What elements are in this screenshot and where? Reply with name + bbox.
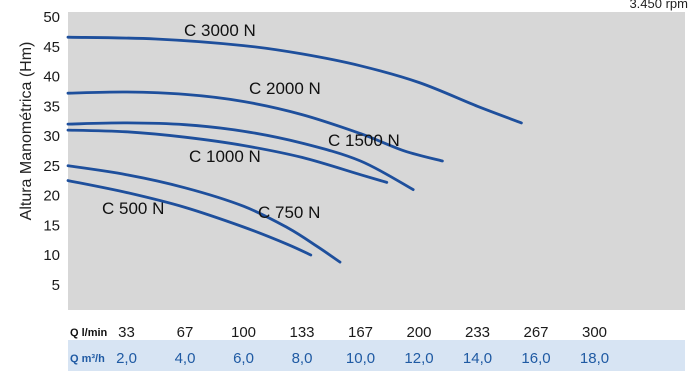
x-tick-lmin: 233 [465,324,490,341]
x-tick-m3h: 6,0 [233,350,254,367]
y-tick-label: 15 [43,217,60,234]
curve-label-c-3000-n: C 3000 N [184,21,256,40]
curve-c-2000-n [66,90,444,163]
y-axis-ticks: 5 10 15 20 25 30 35 40 45 50 [43,9,60,294]
x-tick-lmin: 167 [348,324,373,341]
y-tick-label: 45 [43,39,60,56]
curve-c-1500-n [66,121,415,191]
x-tick-lmin: 100 [231,324,256,341]
x-axis-m3h-label: Q m³/h [70,353,105,365]
x-tick-lmin: 300 [582,324,607,341]
curve-c-750-n [66,164,342,264]
x-tick-m3h: 12,0 [404,350,433,367]
curve-label-c-2000-n: C 2000 N [249,79,321,98]
x-ticks-lmin: 33 67 100 133 167 200 233 267 300 [118,324,607,341]
y-tick-label: 50 [43,9,60,26]
curve-c-500-n [66,179,313,257]
curve-label-c-500-n: C 500 N [102,199,164,218]
y-tick-label: 25 [43,158,60,175]
x-tick-m3h: 18,0 [580,350,609,367]
pump-curves [66,35,523,264]
curve-label-c-750-n: C 750 N [258,203,320,222]
x-tick-m3h: 8,0 [292,350,313,367]
x-tick-m3h: 2,0 [116,350,137,367]
x-tick-m3h: 16,0 [521,350,550,367]
m3h-row-background [68,340,685,371]
x-tick-lmin: 133 [289,324,314,341]
x-axis-lmin-label: Q l/min [70,327,108,339]
x-tick-m3h: 10,0 [346,350,375,367]
x-tick-m3h: 14,0 [463,350,492,367]
y-tick-label: 40 [43,69,60,86]
curve-label-c-1500-n: C 1500 N [328,131,400,150]
x-tick-lmin: 67 [177,324,194,341]
x-tick-lmin: 267 [523,324,548,341]
x-ticks-m3h: 2,0 4,0 6,0 8,0 10,0 12,0 14,0 16,0 18,0 [116,350,609,367]
x-tick-lmin: 33 [118,324,135,341]
curve-c-1000-n [66,128,389,184]
curve-labels: C 3000 N C 2000 N C 1500 N C 1000 N C 750 N C… [102,21,400,222]
x-tick-lmin: 200 [406,324,431,341]
rpm-note: 3.450 rpm [629,0,688,11]
x-tick-m3h: 4,0 [175,350,196,367]
y-axis-label: Altura Manométrica (Hm) [18,42,35,221]
plot-area [68,12,685,310]
y-tick-label: 10 [43,247,60,264]
y-tick-label: 30 [43,128,60,145]
curve-c-3000-n [66,35,523,125]
y-tick-label: 20 [43,188,60,205]
y-tick-label: 5 [52,277,60,294]
curve-label-c-1000-n: C 1000 N [189,147,261,166]
y-tick-label: 35 [43,98,60,115]
